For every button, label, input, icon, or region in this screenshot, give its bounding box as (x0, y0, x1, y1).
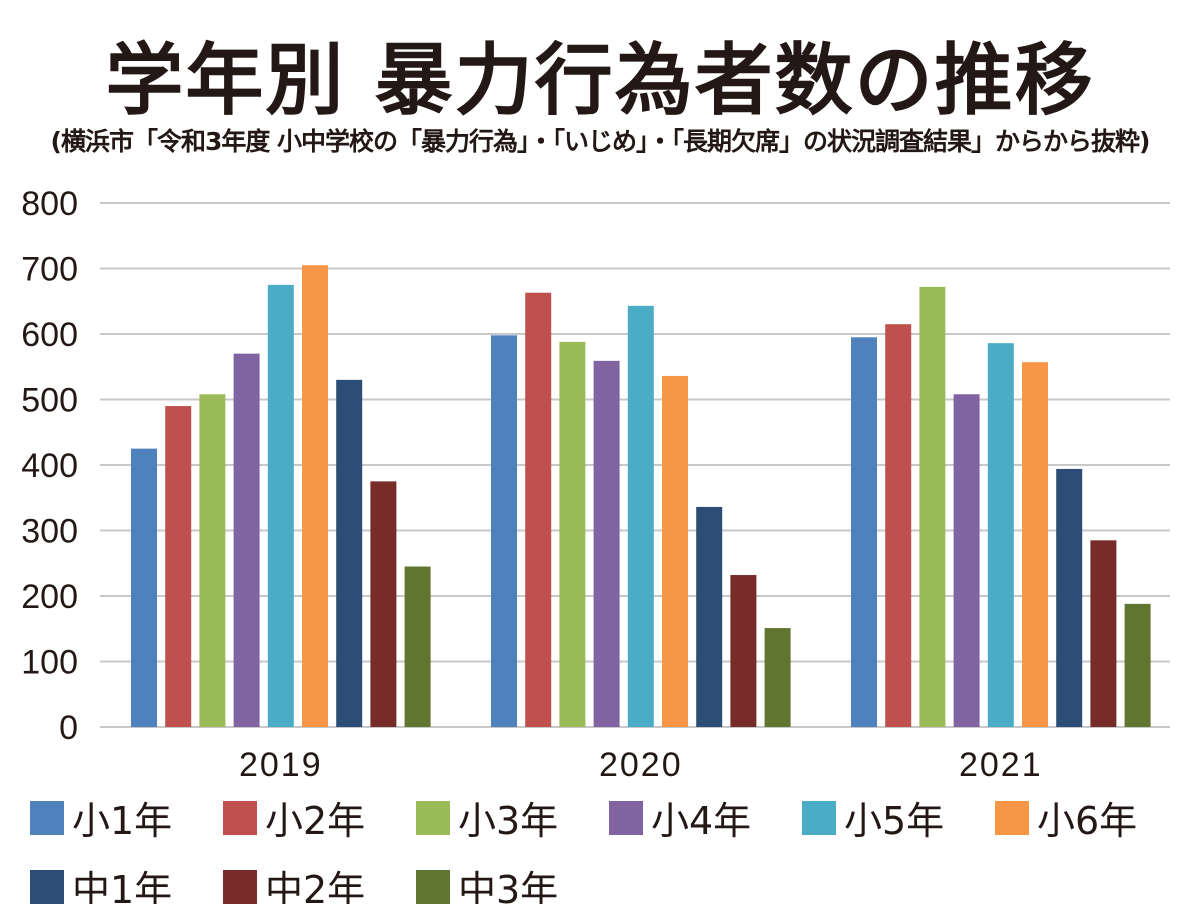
bar-2019-中2年 (370, 481, 397, 727)
bar-2020-中3年 (764, 628, 791, 727)
bar-2019-小3年 (199, 394, 226, 727)
bar-2020-小4年 (593, 360, 620, 727)
legend-swatch (30, 869, 64, 904)
bar-2021-小3年 (919, 286, 946, 727)
bar-2021-小4年 (953, 394, 980, 727)
y-tick-label: 0 (59, 709, 78, 747)
y-tick-label: 700 (21, 251, 78, 289)
chart-title: 学年別 暴力行為者数の推移 (105, 36, 1095, 126)
x-tick-label: 2019 (239, 746, 323, 784)
y-tick-label: 300 (21, 513, 78, 551)
bar-2021-中2年 (1090, 540, 1117, 727)
legend-label: 小1年 (72, 799, 173, 843)
legend-label: 小2年 (265, 799, 366, 843)
legend-label: 中1年 (72, 868, 173, 904)
bar-2021-中3年 (1124, 603, 1151, 727)
legend-swatch (609, 800, 643, 835)
legend-swatch (223, 869, 257, 904)
legend-item: 中1年 (30, 859, 223, 904)
legend-label: 中2年 (265, 868, 366, 904)
legend-swatch (416, 869, 450, 904)
y-tick-label: 200 (21, 578, 78, 616)
chart-subtitle: (横浜市「令和3年度 小中学校の「暴力行為」・「いじめ」・「長期欠席」の状況調査… (50, 127, 1151, 156)
legend-label: 小5年 (844, 799, 945, 843)
bar-2020-小5年 (627, 305, 654, 727)
bar-2019-小4年 (233, 353, 260, 727)
legend-item: 小3年 (416, 790, 609, 845)
bar-2021-小6年 (1022, 362, 1048, 727)
bar-2019-中1年 (336, 379, 363, 727)
bar-2021-小1年 (851, 337, 877, 727)
legend-item: 小1年 (30, 790, 223, 845)
bar-2020-小2年 (525, 292, 552, 727)
y-tick-label: 500 (21, 382, 78, 420)
y-tick-label: 400 (21, 447, 78, 485)
legend-label: 小3年 (458, 799, 559, 843)
legend-label: 小6年 (1037, 799, 1138, 843)
legend-item: 小2年 (223, 790, 416, 845)
legend-item: 小5年 (802, 790, 995, 845)
bar-2020-小3年 (559, 341, 586, 727)
x-tick-label: 2021 (959, 746, 1043, 784)
bar-2019-中3年 (404, 566, 431, 727)
legend-swatch (995, 800, 1029, 835)
bar-2020-中1年 (696, 506, 723, 727)
x-tick-label: 2020 (599, 746, 683, 784)
bar-2020-小1年 (491, 335, 517, 727)
legend-swatch (416, 800, 450, 835)
y-tick-label: 100 (21, 644, 78, 682)
legend-item: 小4年 (609, 790, 802, 845)
bar-2021-小5年 (987, 343, 1014, 727)
bar-2020-小6年 (662, 375, 688, 727)
legend-label: 小4年 (651, 799, 752, 843)
legend-swatch (223, 800, 257, 835)
bar-2020-中2年 (730, 575, 757, 727)
legend-swatch (30, 800, 64, 835)
legend-item: 中2年 (223, 859, 416, 904)
y-tick-label: 800 (21, 185, 78, 223)
y-tick-label: 600 (21, 316, 78, 354)
bar-2019-小5年 (267, 284, 294, 727)
legend-item: 小6年 (995, 790, 1188, 845)
legend-swatch (802, 800, 836, 835)
bar-2021-中1年 (1056, 468, 1083, 727)
legend-label: 中3年 (458, 868, 559, 904)
legend: 小1年 小2年 小3年 小4年 小5年 小6年中1年 中2年 中3年 (30, 790, 1190, 904)
legend-item: 中3年 (416, 859, 609, 904)
bar-2019-小1年 (131, 448, 157, 727)
bar-2021-小2年 (885, 324, 912, 727)
bar-2019-小6年 (302, 265, 328, 727)
bar-2019-小2年 (165, 406, 192, 727)
